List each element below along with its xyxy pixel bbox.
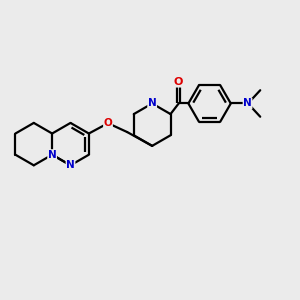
Text: N: N bbox=[48, 150, 56, 160]
Text: N: N bbox=[243, 98, 252, 109]
Text: N: N bbox=[66, 160, 75, 170]
Text: O: O bbox=[103, 118, 112, 128]
Text: N: N bbox=[148, 98, 157, 109]
Text: O: O bbox=[174, 77, 183, 87]
